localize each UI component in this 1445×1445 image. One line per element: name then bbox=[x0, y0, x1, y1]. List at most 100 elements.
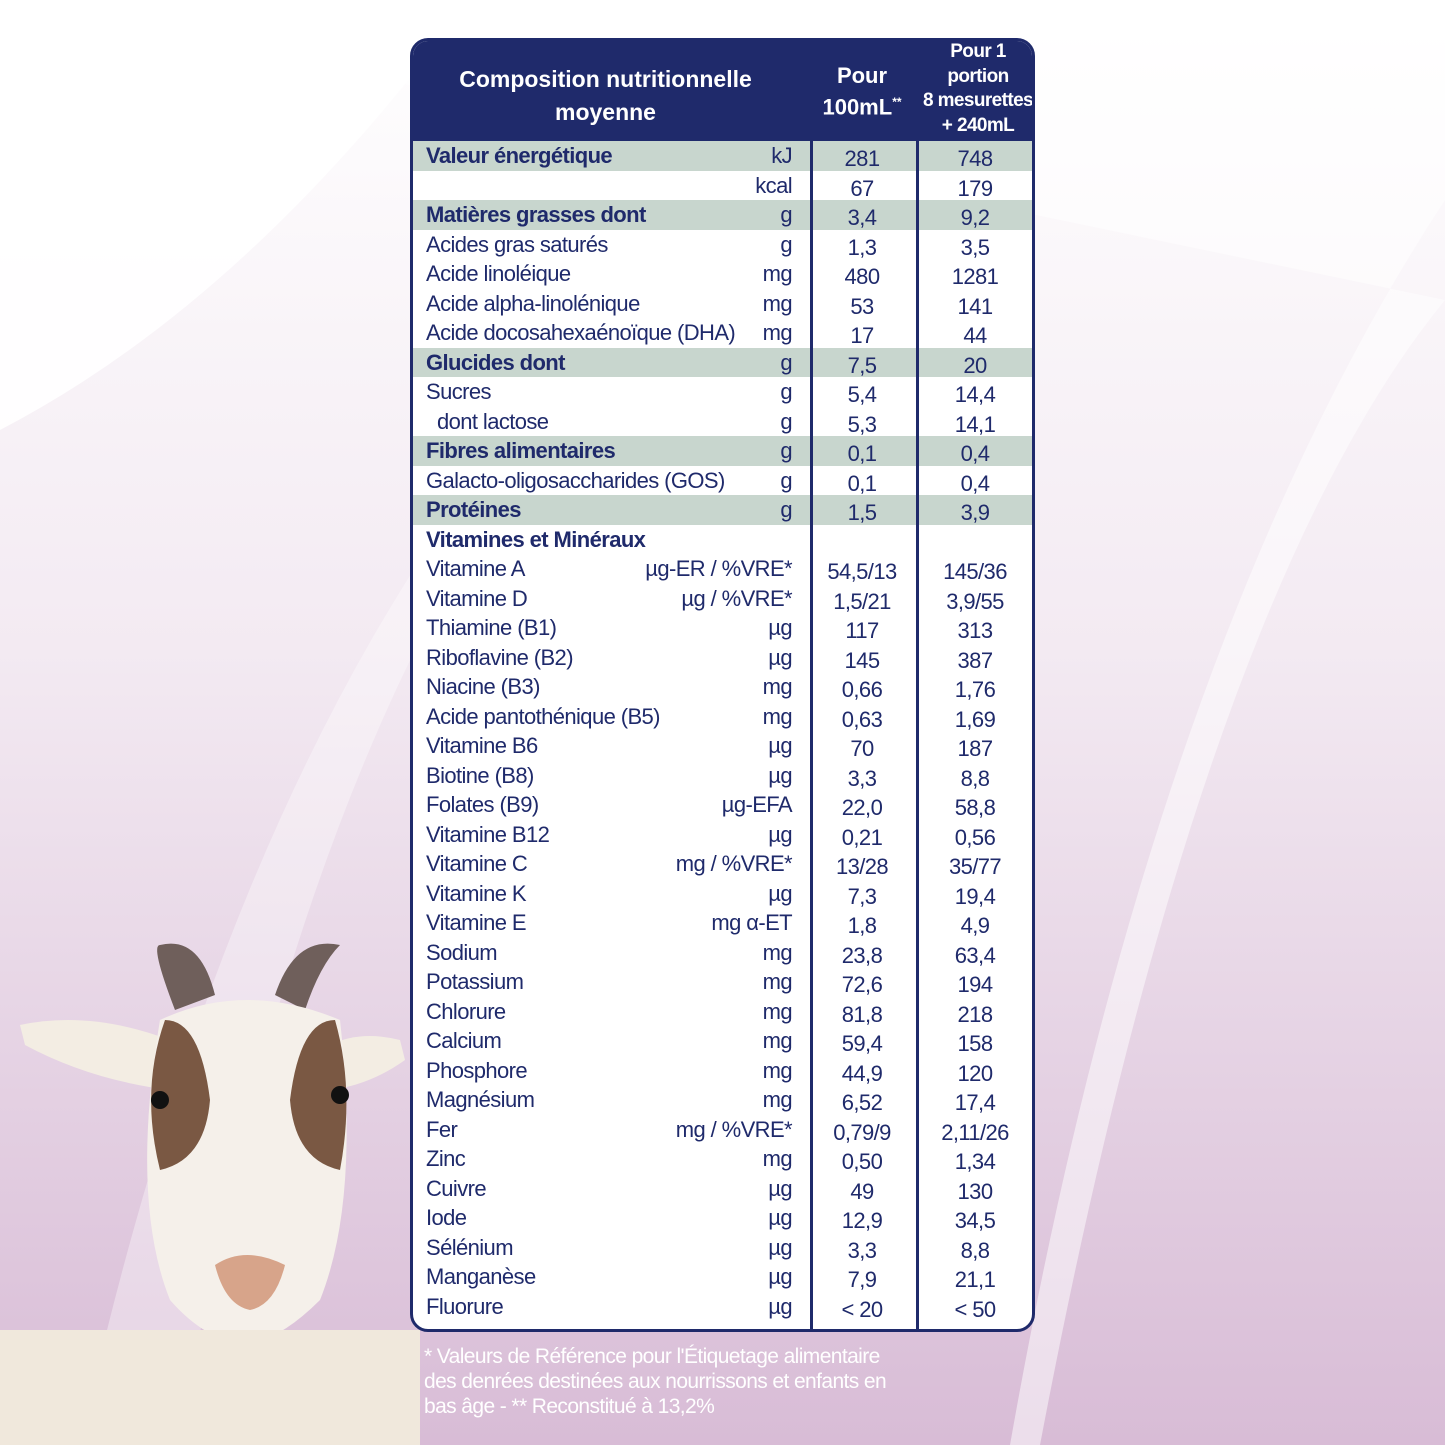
value-per-portion: 145/36 bbox=[943, 559, 1007, 584]
footnote: * Valeurs de Référence pour l'Étiquetage… bbox=[424, 1345, 887, 1418]
row-unit: g bbox=[780, 467, 792, 493]
row-label: Galacto-oligosaccharides (GOS) bbox=[426, 467, 725, 493]
value-per-portion: 3,5 bbox=[960, 234, 990, 260]
value-per-portion: 17,4 bbox=[954, 1090, 996, 1115]
row-label: Fer bbox=[426, 1116, 458, 1142]
row-unit: µg-EFA bbox=[721, 792, 793, 817]
table-row: Folates (B9) µg-EFA 22,0 58,8 bbox=[413, 790, 1032, 820]
row-label: Folates (B9) bbox=[426, 792, 539, 817]
value-per-100ml: 23,8 bbox=[841, 942, 883, 968]
row-label: Niacine (B3) bbox=[426, 674, 540, 699]
value-per-portion: 313 bbox=[957, 618, 994, 643]
value-per-100ml: 3,3 bbox=[847, 765, 877, 791]
table-row: Galacto-oligosaccharides (GOS) g 0,1 0,4 bbox=[413, 466, 1032, 496]
value-per-portion: 44 bbox=[963, 323, 987, 348]
row-unit: g bbox=[780, 497, 792, 522]
value-per-portion: 2,11/26 bbox=[941, 1119, 1009, 1145]
row-unit: µg bbox=[768, 1175, 792, 1201]
value-per-portion: 4,9 bbox=[960, 913, 990, 938]
value-per-100ml: 0,79/9 bbox=[833, 1119, 891, 1145]
table-row: Iode µg 12,9 34,5 bbox=[413, 1203, 1032, 1233]
row-label: Matières grasses dont bbox=[426, 202, 646, 227]
row-unit: µg bbox=[768, 615, 792, 640]
row-unit: g bbox=[780, 438, 792, 463]
value-per-100ml: 81,8 bbox=[841, 1001, 883, 1027]
value-per-portion: 1281 bbox=[951, 264, 999, 289]
table-row: Thiamine (B1) µg 117 313 bbox=[413, 613, 1032, 643]
value-per-portion: 35/77 bbox=[948, 854, 1002, 879]
row-unit: kJ bbox=[771, 143, 792, 168]
table-row: Vitamines et Minéraux bbox=[413, 525, 1032, 555]
value-per-100ml: 480 bbox=[844, 264, 881, 289]
value-per-100ml: 44,9 bbox=[841, 1060, 883, 1086]
row-label: dont lactose bbox=[437, 408, 549, 434]
table-row: Fluorure µg < 20 < 50 bbox=[413, 1292, 1032, 1322]
value-per-100ml: 70 bbox=[850, 736, 874, 761]
table-row: Zinc mg 0,50 1,34 bbox=[413, 1144, 1032, 1174]
row-label: Sélénium bbox=[426, 1234, 514, 1260]
table-row: Niacine (B3) mg 0,66 1,76 bbox=[413, 672, 1032, 702]
table-row: Vitamine A µg-ER / %VRE* 54,5/13 145/36 bbox=[413, 554, 1032, 584]
table-row: Riboflavine (B2) µg 145 387 bbox=[413, 643, 1032, 673]
value-per-100ml: 7,5 bbox=[847, 352, 877, 378]
value-per-portion: < 50 bbox=[954, 1296, 996, 1322]
row-label: Vitamine C bbox=[426, 851, 528, 876]
table-row: Manganèse µg 7,9 21,1 bbox=[413, 1262, 1032, 1292]
row-unit: mg bbox=[762, 998, 793, 1024]
value-per-portion: 120 bbox=[957, 1060, 994, 1086]
table-row: Vitamine E mg α-ET 1,8 4,9 bbox=[413, 908, 1032, 938]
row-label: Vitamine B12 bbox=[426, 821, 550, 847]
row-unit: g bbox=[780, 379, 792, 404]
table-row: Sodium mg 23,8 63,4 bbox=[413, 938, 1032, 968]
table-row: Glucides dont g 7,5 20 bbox=[413, 347, 1032, 378]
goat bbox=[0, 943, 420, 1445]
table-row: Sélénium µg 3,3 8,8 bbox=[413, 1233, 1032, 1263]
value-per-portion: 0,4 bbox=[960, 470, 990, 496]
value-per-100ml: 59,4 bbox=[841, 1031, 883, 1056]
table-row: kcal 67 179 bbox=[413, 171, 1032, 201]
value-per-portion: 141 bbox=[957, 293, 994, 319]
value-per-portion: 387 bbox=[957, 647, 994, 673]
value-per-100ml: 67 bbox=[850, 175, 874, 201]
row-unit: g bbox=[780, 202, 792, 227]
value-per-100ml: 5,4 bbox=[847, 382, 877, 407]
table-row: Vitamine K µg 7,3 19,4 bbox=[413, 879, 1032, 909]
row-unit: µg bbox=[768, 1293, 792, 1319]
row-label: Cuivre bbox=[426, 1175, 487, 1201]
value-per-100ml: 0,1 bbox=[847, 441, 877, 466]
header-col2-line: 8 mesurettes bbox=[922, 90, 1034, 111]
value-per-portion: 0,56 bbox=[954, 824, 996, 850]
row-label: Fibres alimentaires bbox=[426, 438, 616, 463]
row-unit: µg bbox=[768, 733, 792, 758]
row-unit: µg bbox=[768, 1234, 792, 1260]
value-per-100ml: 145 bbox=[844, 647, 881, 673]
row-unit: µg bbox=[768, 880, 792, 906]
value-per-portion: 179 bbox=[957, 175, 994, 201]
row-unit: mg bbox=[762, 674, 793, 699]
table-row: Magnésium mg 6,52 17,4 bbox=[413, 1085, 1032, 1115]
value-per-100ml: < 20 bbox=[841, 1296, 883, 1322]
column-separator bbox=[810, 141, 813, 1329]
row-label: Vitamine D bbox=[426, 585, 528, 611]
value-per-portion: 8,8 bbox=[960, 1237, 990, 1263]
value-per-100ml: 0,1 bbox=[847, 470, 877, 496]
value-per-100ml: 72,6 bbox=[841, 972, 883, 997]
table-row: Vitamine C mg / %VRE* 13/28 35/77 bbox=[413, 849, 1032, 879]
value-per-100ml: 53 bbox=[850, 293, 874, 319]
row-unit: mg bbox=[762, 939, 793, 965]
row-unit: mg bbox=[762, 703, 793, 729]
row-unit: g bbox=[780, 349, 792, 375]
row-label: Vitamine K bbox=[426, 880, 527, 906]
row-label: Zinc bbox=[426, 1146, 466, 1171]
table-row: Protéines g 1,5 3,9 bbox=[413, 495, 1032, 525]
row-label: Biotine (B8) bbox=[426, 762, 534, 788]
value-per-portion: 58,8 bbox=[954, 795, 996, 820]
header-col1: Pour 100mL** bbox=[810, 63, 914, 120]
row-unit: mg bbox=[762, 1146, 793, 1171]
row-label: Calcium bbox=[426, 1028, 502, 1053]
value-per-portion: 3,9 bbox=[960, 500, 990, 525]
table-row: Acide pantothénique (B5) mg 0,63 1,69 bbox=[413, 702, 1032, 732]
row-label: Acide docosahexaénoïque (DHA) bbox=[426, 320, 736, 345]
row-label: Sucres bbox=[426, 379, 491, 404]
